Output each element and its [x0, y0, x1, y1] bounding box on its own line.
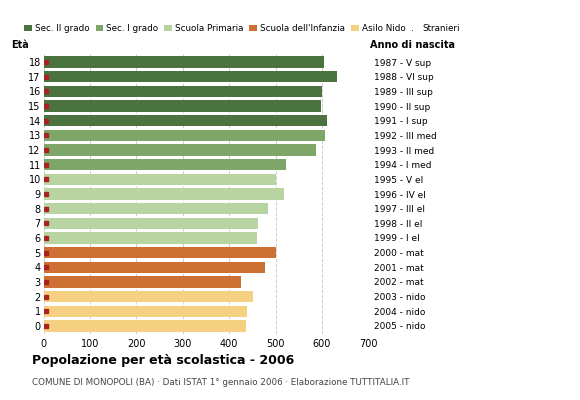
Bar: [44, 144, 316, 156]
Bar: [44, 174, 276, 185]
Text: Popolazione per età scolastica - 2006: Popolazione per età scolastica - 2006: [32, 354, 294, 367]
Bar: [44, 71, 337, 82]
Bar: [44, 291, 253, 302]
Bar: [44, 188, 284, 200]
Text: COMUNE DI MONOPOLI (BA) · Dati ISTAT 1° gennaio 2006 · Elaborazione TUTTITALIA.I: COMUNE DI MONOPOLI (BA) · Dati ISTAT 1° …: [32, 378, 409, 387]
Bar: [44, 115, 327, 126]
Bar: [44, 247, 276, 258]
Bar: [44, 306, 246, 317]
Bar: [44, 100, 321, 112]
Text: Anno di nascita: Anno di nascita: [370, 40, 455, 50]
Bar: [44, 232, 257, 244]
Bar: [44, 56, 324, 68]
Bar: [44, 262, 265, 273]
Bar: [44, 86, 322, 97]
Bar: [44, 276, 241, 288]
Bar: [44, 159, 286, 170]
Bar: [44, 130, 325, 141]
Legend: Sec. II grado, Sec. I grado, Scuola Primaria, Scuola dell'Infanzia, Asilo Nido, : Sec. II grado, Sec. I grado, Scuola Prim…: [21, 20, 463, 36]
Bar: [44, 203, 267, 214]
Bar: [44, 320, 246, 332]
Bar: [44, 218, 258, 229]
Text: Età: Età: [11, 40, 29, 50]
